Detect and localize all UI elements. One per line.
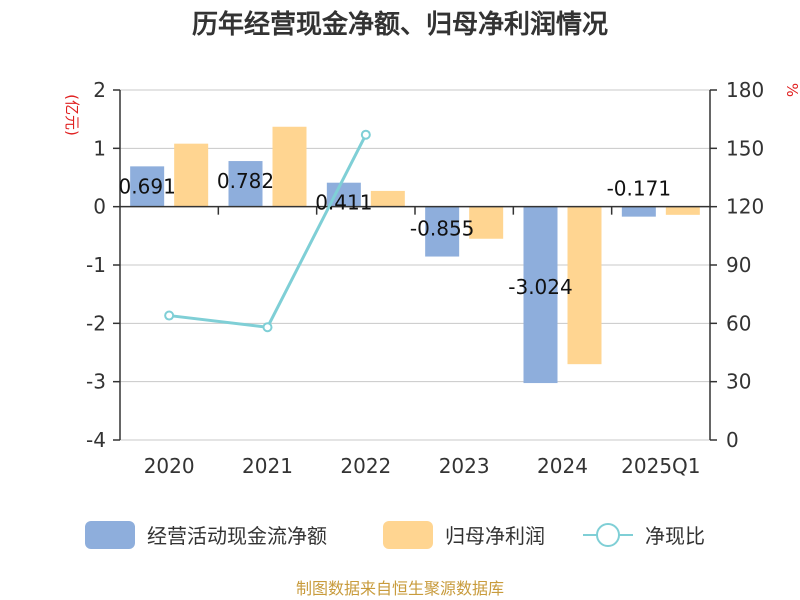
tick-labels: 2 1 0 -1 -2 -3 -4 180 150 120 90 60 30 0 2020 2021 2022 2… xyxy=(86,78,764,478)
legend-label-ocf: 经营活动现金流净额 xyxy=(147,524,327,548)
right-axis-unit: % xyxy=(783,83,800,97)
legend-swatch-ratio-marker xyxy=(596,523,620,547)
legend-swatch-np xyxy=(383,521,433,549)
right-tick-label: 30 xyxy=(726,370,751,394)
data-labels: 0.691 0.782 0.411 -0.855 -3.024 -0.171 xyxy=(119,169,672,299)
legend-label-ratio: 净现比 xyxy=(645,524,705,548)
left-tick-label: 0 xyxy=(93,195,106,219)
left-tick-label: -3 xyxy=(86,370,106,394)
data-label-ocf: -3.024 xyxy=(508,275,572,299)
right-tick-label: 120 xyxy=(726,195,764,219)
category-label: 2021 xyxy=(242,454,293,478)
chart-title: 历年经营现金净额、归母净利润情况 xyxy=(192,9,608,40)
source-note: 制图数据来自恒生聚源数据库 xyxy=(296,579,504,598)
data-label-ocf: 0.782 xyxy=(217,169,274,193)
bar-ocf xyxy=(326,182,361,207)
category-label: 2022 xyxy=(340,454,391,478)
category-label: 2023 xyxy=(439,454,490,478)
left-axis-unit: (亿元) xyxy=(63,94,81,136)
ratio-point xyxy=(262,322,273,333)
bars xyxy=(130,126,700,384)
legend-swatch-ocf xyxy=(85,521,135,549)
data-label-ocf: 0.691 xyxy=(119,174,176,198)
bar-ocf xyxy=(523,206,558,384)
left-tick-label: -4 xyxy=(86,428,106,452)
left-tick-label: -2 xyxy=(86,311,106,335)
bar-np xyxy=(469,206,504,239)
category-label: 2025Q1 xyxy=(621,454,700,478)
category-label: 2024 xyxy=(537,454,588,478)
bar-ocf xyxy=(621,206,656,217)
category-label: 2020 xyxy=(144,454,195,478)
bar-np xyxy=(272,126,307,207)
ratio-line xyxy=(164,129,371,333)
bar-np xyxy=(370,190,405,207)
right-tick-label: 0 xyxy=(726,428,739,452)
gridlines xyxy=(120,89,710,441)
left-tick-label: -1 xyxy=(86,253,106,277)
data-label-ocf: -0.855 xyxy=(410,217,474,241)
right-tick-label: 180 xyxy=(726,78,764,102)
right-tick-label: 90 xyxy=(726,253,751,277)
left-tick-label: 2 xyxy=(93,78,106,102)
axes xyxy=(113,89,717,441)
bar-ocf xyxy=(130,166,165,207)
bar-ocf xyxy=(425,206,460,257)
left-tick-label: 1 xyxy=(93,136,106,160)
bar-np xyxy=(174,143,209,207)
right-tick-label: 150 xyxy=(726,136,764,160)
legend-label-np: 归母净利润 xyxy=(445,524,545,548)
legend[interactable]: 经营活动现金流净额 归母净利润 净现比 xyxy=(85,521,705,549)
data-label-ocf: 0.411 xyxy=(315,191,372,215)
bar-ocf xyxy=(228,161,263,207)
bar-np xyxy=(665,206,700,215)
right-tick-label: 60 xyxy=(726,311,751,335)
ratio-point xyxy=(164,310,175,321)
bar-np xyxy=(567,206,602,365)
data-label-ocf: -0.171 xyxy=(607,177,671,201)
ratio-point xyxy=(360,129,371,140)
